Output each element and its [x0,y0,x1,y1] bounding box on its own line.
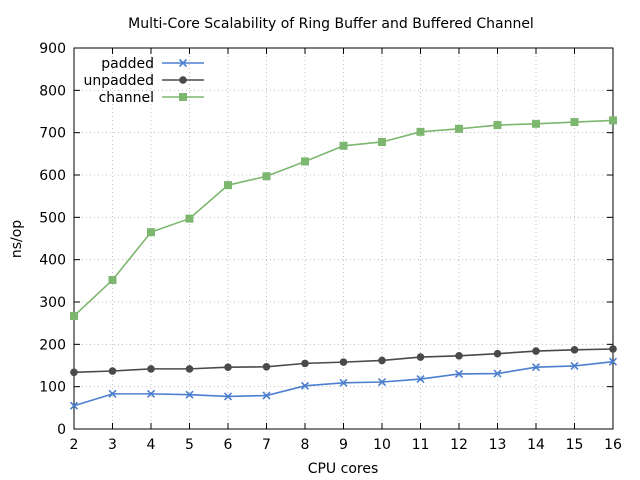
x-tick-label: 7 [262,437,271,453]
data-point [377,377,387,387]
x-tick-label: 9 [339,437,348,453]
data-point [416,353,425,361]
data-point [262,362,271,371]
y-tick-label: 100 [39,380,66,396]
series-channel [70,116,617,320]
data-point [185,214,194,223]
y-tick-label: 900 [39,41,66,57]
x-tick-label: 5 [185,437,194,453]
data-point [608,357,618,366]
x-tick-label: 13 [489,437,507,453]
data-point [146,389,156,398]
series-group [69,116,618,410]
data-point [416,374,425,384]
y-tick-label: 800 [39,83,66,99]
data-point [609,116,617,125]
data-point [300,381,310,390]
data-point [416,127,425,136]
chart-title: Multi-Core Scalability of Ring Buffer an… [128,16,534,32]
data-point [108,367,117,375]
data-point [147,228,155,237]
data-point [185,390,194,399]
plot-frame [73,47,614,430]
y-tick-label: 200 [39,337,66,353]
data-point [224,181,232,190]
legend-marker [179,76,187,84]
data-point [262,391,271,400]
x-tick-label: 10 [373,437,391,453]
data-point [70,368,78,377]
legend-item-padded: padded [101,56,204,72]
data-point [532,347,540,355]
grid [74,48,613,429]
series-padded [69,357,618,410]
x-axis-label: CPU cores [308,461,379,477]
data-point [493,121,502,130]
data-point [570,118,579,127]
y-tick-label: 700 [39,126,66,142]
data-point [570,361,579,370]
data-point [455,124,463,133]
y-tick-label: 600 [39,168,66,184]
x-tick-label: 8 [301,437,310,453]
data-point [339,378,348,387]
x-tick-label: 3 [108,437,117,453]
legend-item-unpadded: unpadded [84,73,204,89]
x-tick-label: 15 [566,437,584,453]
data-point [609,345,617,353]
x-tick-label: 12 [450,437,468,453]
data-point [493,369,502,378]
legend-item-channel: channel [99,90,204,106]
axis-ticks: 2 3 4 5 6 7 8 9 10 11 12 13 14 15 16 0 100 200 300 400 500 60… [39,41,622,453]
legend-label: unpadded [84,73,155,89]
data-point [339,141,348,150]
y-tick-label: 300 [39,295,66,311]
x-tick-label: 16 [604,437,622,453]
x-tick-label: 4 [147,437,156,453]
data-point [108,275,117,284]
data-point [70,311,78,320]
x-tick-label: 2 [70,437,79,453]
legend-label: channel [99,90,154,106]
data-point [301,359,309,368]
series-unpadded [70,345,617,377]
data-point [532,119,540,128]
x-tick-label: 11 [412,437,430,453]
data-point [455,351,463,360]
y-axis-label: ns/op [9,220,25,258]
data-point [223,392,233,401]
x-tick-label: 6 [224,437,233,453]
data-point [147,365,155,373]
data-point [531,363,541,372]
data-point [339,358,348,366]
y-tick-label: 500 [39,210,66,226]
x-tick-label: 14 [527,437,545,453]
data-point [378,137,386,146]
data-point [224,363,232,371]
data-point [185,365,194,373]
y-tick-label: 0 [57,422,66,438]
legend-label: padded [101,56,154,72]
legend-marker [179,93,187,101]
data-point [69,401,79,410]
legend-marker [178,58,188,68]
data-point [262,172,271,181]
data-point [570,346,579,354]
data-point [108,389,117,398]
data-point [493,349,502,358]
data-point [378,356,386,365]
data-point [454,369,464,379]
y-tick-label: 400 [39,253,66,269]
data-point [301,157,309,166]
